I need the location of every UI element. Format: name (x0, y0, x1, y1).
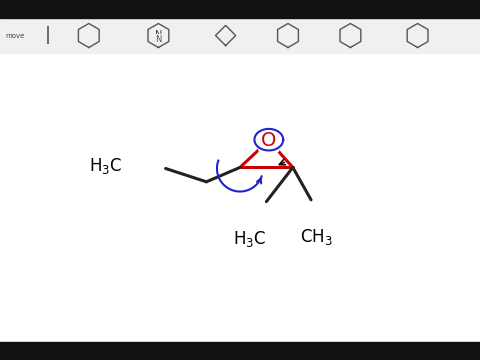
Text: O: O (261, 131, 276, 150)
Text: move: move (6, 32, 25, 39)
Text: |: | (45, 27, 51, 45)
Text: H$_3$C: H$_3$C (89, 156, 122, 176)
Text: N: N (155, 35, 162, 44)
Text: N: N (155, 31, 162, 40)
Text: CH$_3$: CH$_3$ (300, 227, 333, 247)
Text: H$_3$C: H$_3$C (233, 229, 266, 249)
